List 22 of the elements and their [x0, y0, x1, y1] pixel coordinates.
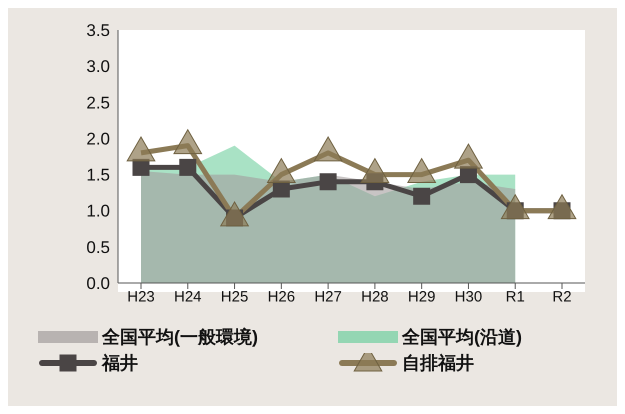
y-tick-label: 2.5: [86, 93, 110, 112]
y-tick-label: 2.0: [86, 129, 110, 148]
legend-label: 全国平均(一般環境): [102, 326, 258, 349]
legend-label: 自排福井: [402, 352, 474, 375]
x-tick-label: H23: [127, 288, 155, 306]
y-tick-label: 3.5: [86, 21, 110, 40]
legend-label: 福井: [102, 352, 138, 375]
y-tick-label: 1.0: [86, 202, 110, 221]
x-tick-label: H29: [408, 288, 436, 306]
x-tick-label: R2: [552, 288, 572, 306]
y-tick-label: 0.5: [86, 238, 110, 257]
x-tick-label: H26: [268, 288, 296, 306]
y-tick-label: 3.0: [86, 57, 110, 76]
x-tick-label: H27: [314, 288, 342, 306]
x-tick-label: H28: [361, 288, 389, 306]
x-tick-label: H30: [454, 288, 482, 306]
x-tick-label: H24: [174, 288, 202, 306]
y-tick-label: 0.0: [86, 274, 110, 294]
x-tick-label: H25: [220, 288, 248, 306]
x-tick-label: R1: [506, 288, 525, 306]
legend-label: 全国平均(沿道): [402, 326, 522, 349]
y-tick-label: 1.5: [86, 166, 110, 185]
